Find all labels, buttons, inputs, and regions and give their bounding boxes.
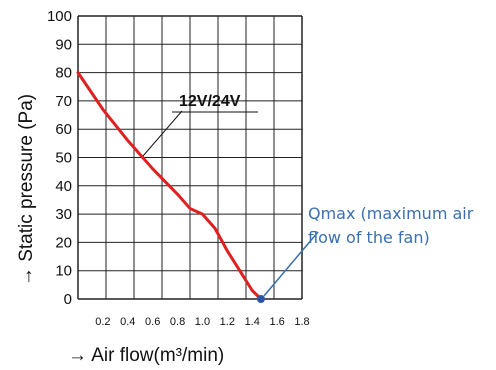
- qmax-point-marker: [256, 295, 265, 303]
- x-tick-label: 0.6: [145, 316, 160, 328]
- x-tick-label: 0.8: [170, 316, 185, 328]
- y-axis-label: → Static pressure (Pa): [16, 94, 37, 286]
- x-tick-label: 1.2: [220, 316, 235, 328]
- x-tick-label: 0.2: [95, 316, 110, 328]
- x-tick-label: 1.0: [195, 316, 210, 328]
- y-tick-label: 90: [55, 36, 72, 53]
- series-line-12v-24v: [76, 71, 263, 301]
- y-tick-label: 10: [55, 263, 72, 280]
- y-tick-label: 20: [55, 234, 72, 251]
- series-label-leader: [142, 110, 183, 157]
- x-axis-label: → Air flow(m³/min): [68, 345, 224, 366]
- grid: [77, 15, 303, 300]
- y-tick-label: 70: [55, 93, 72, 110]
- x-tick-label: 1.8: [294, 316, 309, 328]
- qmax-annotation-arrow: [263, 231, 319, 297]
- y-tick-labels: 0 10 20 30 40 50 60 70 80 90 100: [47, 8, 72, 308]
- qmax-annotation-line-2: flow of the fan): [308, 228, 430, 247]
- y-tick-label: 80: [55, 65, 72, 82]
- series-label: 12V/24V: [179, 93, 241, 110]
- qmax-annotation-line-1: Qmax (maximum air: [308, 204, 474, 223]
- x-tick-label: 1.6: [269, 316, 284, 328]
- x-tick-label: 0.4: [120, 316, 135, 328]
- x-tick-label: 1.4: [245, 316, 260, 328]
- y-tick-label: 100: [47, 8, 72, 25]
- x-tick-labels: 0.2 0.4 0.6 0.8 1.0 1.2 1.4 1.6 1.8: [95, 316, 309, 328]
- y-tick-label: 50: [55, 150, 72, 167]
- y-tick-label: 40: [55, 178, 72, 195]
- y-tick-label: 30: [55, 206, 72, 223]
- y-tick-label: 60: [55, 121, 72, 138]
- y-tick-label: 0: [64, 291, 72, 308]
